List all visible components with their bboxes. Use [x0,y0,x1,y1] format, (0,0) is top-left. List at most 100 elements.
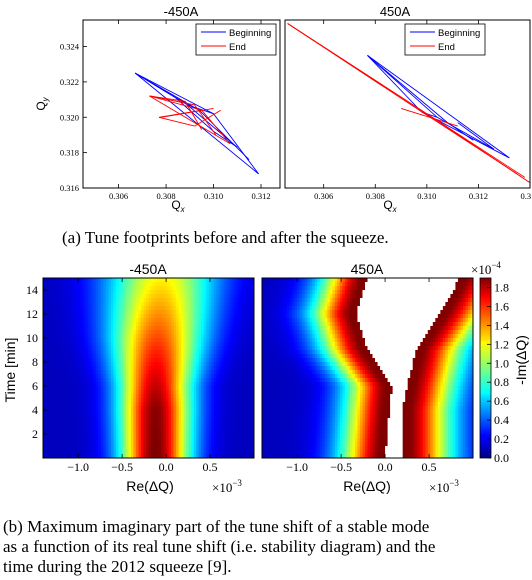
heatmap-cell [63,354,67,359]
heatmap-cell [151,450,155,455]
heatmap-cell [128,358,132,363]
heatmap-cell [60,278,64,283]
heatmap-cell [410,318,414,323]
heatmap-cell [455,278,459,283]
heatmap-cell [108,350,112,355]
heatmap-cell [251,430,254,435]
heatmap-cell [118,306,122,311]
heatmap-cell [191,334,195,339]
heatmap-cell [314,298,318,303]
heatmap-cell [422,326,426,331]
heatmap-cell [171,354,175,359]
heatmap-cell [440,322,444,327]
heatmap-cell [228,306,232,311]
heatmap-cell [294,318,298,323]
heatmap-cell [153,410,157,415]
heatmap-cell [462,326,467,331]
heatmap-cell [105,310,109,315]
heatmap-cell [274,282,278,287]
heatmap-cell [274,318,278,323]
heatmap-cell [264,298,268,303]
heatmap-cell [166,282,170,287]
heatmap-cell [98,350,102,355]
heatmap-cell [208,322,212,327]
heatmap-cell [462,294,467,299]
heatmap-cell [206,318,210,323]
heatmap-cell [173,446,177,451]
heatmap-cell [208,350,212,355]
heatmap-cell [83,430,87,435]
heatmap-cell [208,314,212,319]
heatmap-cell [213,382,217,387]
heatmap-cell [100,378,104,383]
heatmap-cell [236,330,240,335]
heatmap-cell [445,290,449,295]
heatmap-cell [171,314,175,319]
heatmap-cell [70,326,74,331]
heatmap-cell [58,382,62,387]
heatmap-cell [118,378,122,383]
heatmap-cell [380,322,384,327]
heatmap-cell [173,362,177,367]
heatmap-cell [171,430,175,435]
heatmap-cell [118,350,122,355]
heatmap-cell [213,366,217,371]
heatmap-cell [105,298,109,303]
heatmap-cell [133,326,137,331]
heatmap-cell [362,314,366,319]
heatmap-cell [238,286,243,291]
heatmap-cell [191,450,195,455]
heatmap-cell [307,302,311,307]
heatmap-cell [392,318,396,323]
x-tick-label: 0.5 [203,460,218,474]
heatmap-cell [186,322,190,327]
heatmap-cell [156,418,160,423]
heatmap-cell [58,306,62,311]
heatmap-cell [238,346,243,351]
heatmap-cell [78,350,82,355]
heatmap-cell [392,278,396,283]
heatmap-cell [120,306,124,311]
heatmap-cell [63,382,67,387]
heatmap-cell [161,342,165,347]
heatmap-cell [233,402,238,407]
heatmap-cell [63,298,67,303]
heatmap-cell [133,290,137,295]
heatmap-cell [133,430,137,435]
heatmap-cell [248,418,253,423]
heatmap-cell [344,290,348,295]
heatmap-cell [442,294,446,299]
heatmap-cell [50,446,54,451]
heatmap-cell [251,450,254,455]
heatmap-cell [173,410,177,415]
heatmap-cell [437,322,441,327]
heatmap-cell [176,282,180,287]
heatmap-cell [347,286,351,291]
heatmap-cell [186,438,190,443]
heatmap-cell [168,326,172,331]
heatmap-cell [196,306,200,311]
heatmap-cell [78,398,82,403]
heatmap-cell [269,322,273,327]
heatmap-cell [171,422,175,427]
heatmap-cell [145,426,150,431]
heatmap-cell [292,282,296,287]
heatmap-cell [153,338,157,343]
heatmap-cell [208,330,212,335]
heatmap-cell [334,294,338,299]
heatmap-cell [83,382,87,387]
heatmap-cell [223,342,227,347]
heatmap-cell [50,370,54,375]
heatmap-cell [317,290,321,295]
heatmap-cell [53,414,57,419]
heatmap-cell [43,282,47,287]
heatmap-cell [100,334,104,339]
heatmap-cell [115,430,119,435]
heatmap-cell [228,374,232,379]
heatmap-cell [226,446,230,451]
heatmap-cell [324,294,328,299]
heatmap-cell [110,450,114,455]
heatmap-cell [65,342,69,347]
heatmap-cell [163,434,167,439]
heatmap-cell [166,422,170,427]
